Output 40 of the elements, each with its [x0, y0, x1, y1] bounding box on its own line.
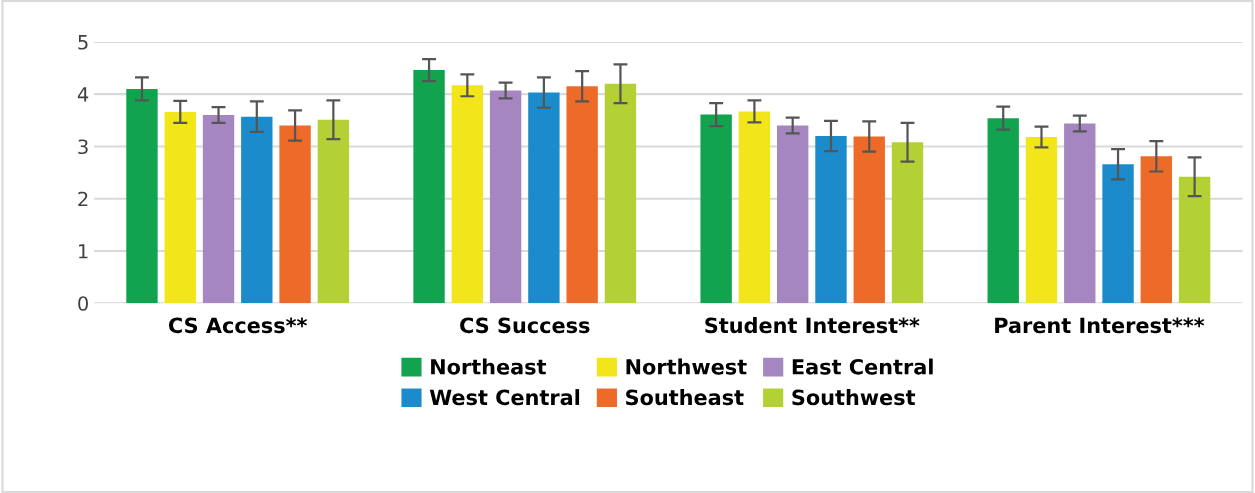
- y-tick-label: 3: [78, 139, 88, 155]
- bar: [528, 92, 560, 304]
- bar: [126, 88, 158, 304]
- bar: [891, 142, 924, 304]
- bar: [700, 114, 732, 304]
- bar: [1140, 156, 1173, 304]
- bar: [738, 111, 771, 304]
- bar: [777, 125, 809, 304]
- legend-label: Northwest: [626, 358, 747, 375]
- bar: [604, 83, 637, 304]
- x-tick-label: CS Success: [460, 317, 590, 334]
- bar: [1178, 176, 1211, 304]
- legend-label: Southwest: [792, 389, 916, 406]
- bar: [489, 90, 522, 304]
- bar: [279, 125, 311, 304]
- x-tick-label: Student Interest**: [705, 317, 920, 334]
- legend-label: Northeast: [431, 358, 547, 375]
- bar: [566, 86, 598, 304]
- bar: [815, 135, 847, 304]
- x-tick-label: CS Access**: [168, 317, 307, 334]
- bar: [317, 119, 350, 304]
- legend-label: Southeast: [626, 389, 744, 406]
- bar: [1025, 137, 1058, 304]
- y-tick-label: 1: [79, 244, 88, 259]
- x-tick-label: Parent Interest***: [995, 317, 1205, 334]
- y-tick-label: 4: [77, 87, 89, 102]
- y-tick-label: 2: [78, 191, 88, 207]
- y-tick-label: 0: [78, 296, 88, 311]
- legend-label: West Central: [429, 389, 580, 406]
- bar: [241, 116, 273, 304]
- bar: [451, 85, 484, 304]
- bar: [413, 70, 445, 304]
- bar: [1102, 164, 1134, 304]
- y-tick-label: 5: [78, 35, 88, 50]
- bar: [202, 115, 235, 304]
- bar: [853, 136, 885, 304]
- bar: [987, 118, 1019, 304]
- bar: [1064, 123, 1096, 304]
- bar: [164, 111, 196, 304]
- legend-label: East Central: [792, 358, 933, 375]
